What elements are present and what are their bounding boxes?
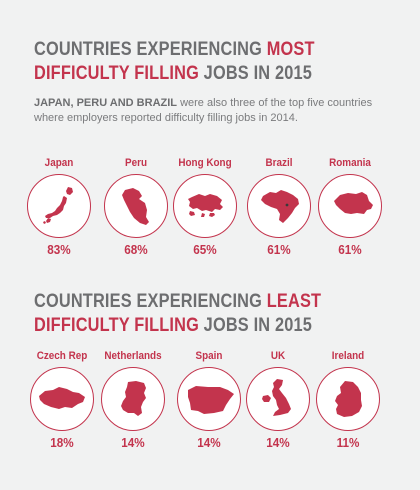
ireland-map-icon — [335, 381, 362, 417]
country-name: Spain — [195, 350, 223, 362]
country-name: Czech Rep — [36, 350, 88, 362]
country-card-japan: Japan 83% — [24, 156, 94, 257]
uk-map-icon — [262, 379, 291, 416]
percentage-label: 11% — [336, 435, 360, 450]
country-card-czech-rep: Czech Rep 18% — [27, 349, 97, 450]
least-title-line2-suffix: JOBS IN 2015 — [198, 315, 313, 336]
map-disc — [247, 174, 311, 238]
map-disc — [318, 174, 382, 238]
most-title-line2-suffix: JOBS IN 2015 — [198, 63, 313, 84]
brazil-map-icon — [261, 190, 299, 223]
percentage-label: 14% — [197, 435, 221, 450]
czech-rep-map-icon — [39, 387, 85, 409]
percentage-label: 18% — [50, 435, 74, 450]
most-title-line2: DIFFICULTY FILLING JOBS IN 2015 — [34, 62, 312, 85]
most-title-line1: COUNTRIES EXPERIENCING MOST — [34, 38, 315, 61]
map-disc — [30, 367, 94, 431]
map-disc — [316, 367, 380, 431]
percentage-label: 14% — [266, 435, 290, 450]
peru-map-icon — [122, 188, 149, 225]
country-card-romania: Romania 61% — [315, 156, 385, 257]
spain-map-icon — [188, 386, 234, 414]
country-name: Netherlands — [104, 350, 162, 362]
country-name: Romania — [329, 157, 371, 169]
most-title-prefix: COUNTRIES EXPERIENCING — [34, 39, 267, 60]
map-disc — [27, 174, 91, 238]
romania-map-icon — [334, 192, 373, 214]
country-name: Japan — [44, 157, 74, 169]
map-disc — [173, 174, 237, 238]
map-disc — [104, 174, 168, 238]
map-disc — [246, 367, 310, 431]
percentage-label: 83% — [47, 242, 71, 257]
least-title-line1: COUNTRIES EXPERIENCING LEAST — [34, 290, 321, 313]
country-card-ireland: Ireland 11% — [313, 349, 383, 450]
map-disc — [177, 367, 241, 431]
country-card-netherlands: Netherlands 14% — [98, 349, 168, 450]
country-name: UK — [270, 350, 286, 362]
least-title-prefix: COUNTRIES EXPERIENCING — [34, 291, 267, 312]
percentage-label: 65% — [193, 242, 217, 257]
country-name: Brazil — [265, 157, 293, 169]
country-name: Peru — [124, 157, 148, 169]
country-card-uk: UK 14% — [243, 349, 313, 450]
most-note: JAPAN, PERU AND BRAZIL were also three o… — [34, 96, 394, 125]
most-note-strong: JAPAN, PERU AND BRAZIL — [34, 97, 178, 109]
percentage-label: 61% — [338, 242, 362, 257]
country-card-brazil: Brazil 61% — [244, 156, 314, 257]
hong-kong-map-icon — [188, 194, 223, 217]
country-name: Ireland — [331, 350, 365, 362]
most-title-emphasis: MOST — [266, 39, 315, 60]
country-name: Hong Kong — [178, 157, 232, 169]
most-title-line2-emphasis: DIFFICULTY FILLING — [34, 63, 199, 84]
netherlands-map-icon — [121, 381, 146, 416]
percentage-label: 68% — [124, 242, 148, 257]
country-card-peru: Peru 68% — [101, 156, 171, 257]
least-title-emphasis: LEAST — [266, 291, 322, 312]
percentage-label: 14% — [121, 435, 145, 450]
country-card-spain: Spain 14% — [174, 349, 244, 450]
japan-map-icon — [43, 187, 73, 224]
percentage-label: 61% — [267, 242, 291, 257]
least-title-line2-emphasis: DIFFICULTY FILLING — [34, 315, 199, 336]
map-disc — [101, 367, 165, 431]
country-card-hong-kong: Hong Kong 65% — [170, 156, 240, 257]
least-title-line2: DIFFICULTY FILLING JOBS IN 2015 — [34, 314, 312, 337]
most-note-rest: were also three of the top five countrie… — [34, 97, 373, 124]
